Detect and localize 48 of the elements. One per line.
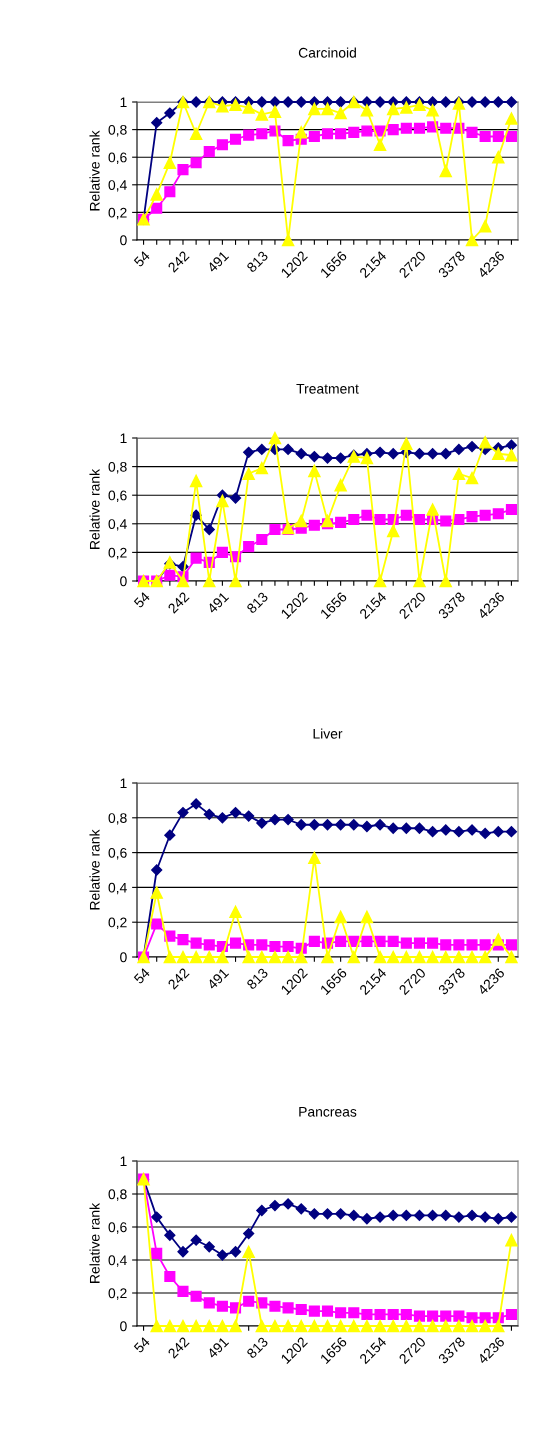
y-tick-label: 0,8 [108, 813, 127, 825]
x-tick-label: 242 [167, 591, 190, 614]
y-tick-label: 0,4 [108, 882, 127, 895]
y-tick-label: 0,2 [108, 917, 127, 930]
x-tick-label: 813 [246, 591, 269, 614]
y-tick-label: 0,2 [108, 207, 127, 220]
y-tick-label: 0,6 [108, 847, 127, 860]
x-tick-label: 242 [167, 967, 190, 990]
y-tick-label: 1 [120, 1156, 127, 1167]
x-tick-label: 813 [246, 967, 269, 990]
y-tick-label: 0,6 [108, 490, 127, 503]
y-tick-label: 0,4 [108, 180, 127, 192]
y-tick-label: 0 [120, 235, 127, 246]
y-tick-label: 0,4 [108, 519, 127, 531]
y-tick-label: 0,8 [108, 461, 127, 474]
x-tick-label: 491 [206, 967, 230, 991]
y-tick-label: 0,8 [108, 124, 127, 137]
x-tick-label: 491 [206, 1336, 230, 1360]
y-tick-label: 0 [120, 1321, 127, 1332]
y-tick-label: 0,2 [108, 1288, 127, 1300]
x-tick-label: 813 [246, 1336, 269, 1359]
y-tick-label: 1 [120, 97, 127, 108]
y-tick-label: 0,4 [108, 1255, 127, 1267]
chart-title: Carcinoid [298, 47, 356, 58]
x-tick-label: 54 [133, 967, 151, 985]
x-tick-label: 491 [206, 250, 230, 274]
x-tick-label: 54 [133, 1336, 151, 1354]
y-axis-title: Relative rank [89, 829, 100, 910]
y-tick-label: 1 [120, 778, 127, 789]
x-tick-label: 242 [167, 250, 190, 273]
x-tick-label: 491 [206, 591, 230, 615]
y-tick-label: 0,6 [108, 1222, 127, 1234]
chart-title: Liver [313, 728, 343, 739]
y-tick-label: 1 [120, 433, 127, 444]
y-axis-title: Relative rank [89, 130, 100, 211]
y-axis-title: Relative rank [89, 468, 100, 549]
x-tick-label: 242 [167, 1336, 190, 1359]
chart-title: Treatment [296, 384, 359, 394]
x-tick-label: 813 [246, 250, 269, 273]
x-tick-label: 54 [133, 591, 151, 609]
chart-title: Pancreas [299, 1107, 357, 1117]
y-tick-label: 0,2 [108, 547, 127, 560]
x-tick-label: 54 [133, 250, 151, 268]
y-tick-label: 0 [120, 576, 127, 587]
y-axis-title: Relative rank [89, 1202, 100, 1283]
y-tick-label: 0,8 [108, 1189, 127, 1201]
y-tick-label: 0 [120, 952, 127, 963]
y-tick-label: 0,6 [108, 152, 127, 165]
